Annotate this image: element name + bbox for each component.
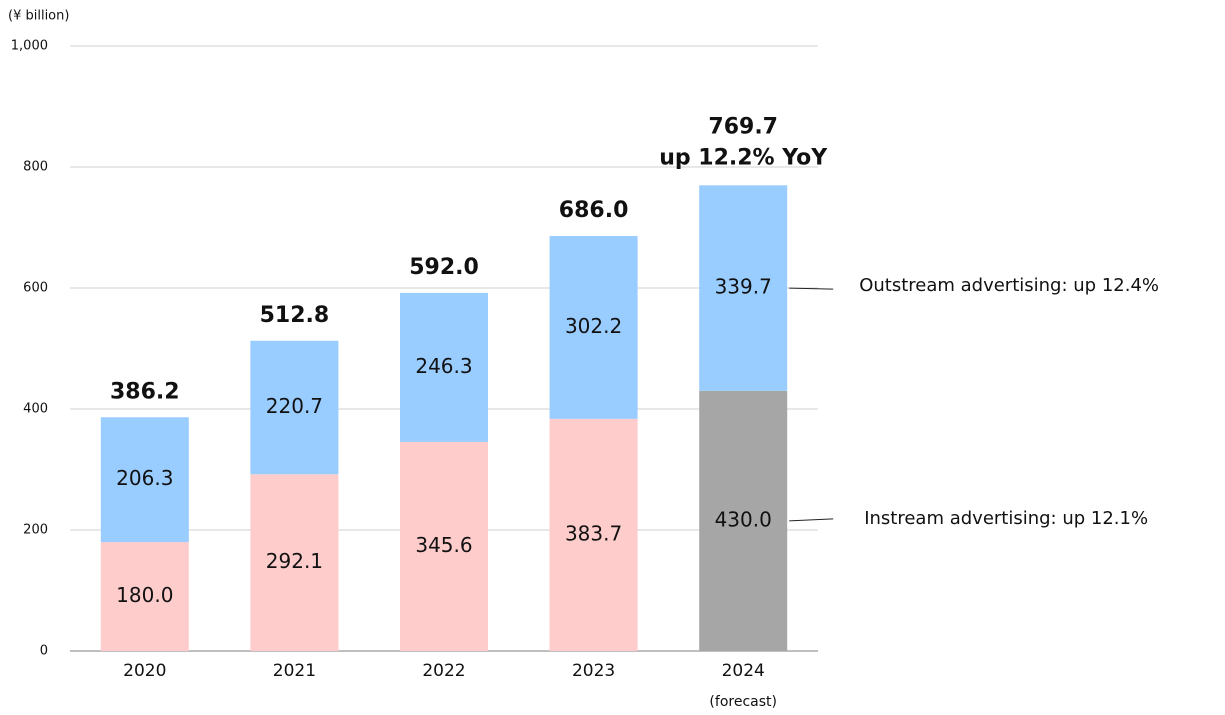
bar-segment [250, 340, 339, 475]
series-annotation: Outstream advertising: up 12.4% [859, 275, 1159, 296]
bar-segment [100, 417, 189, 543]
y-tick-label: 0 [40, 644, 48, 659]
bar-segment [699, 390, 788, 651]
total-label: 512.8 [260, 303, 330, 328]
x-tick-label: 2024 [722, 661, 765, 681]
total-label: 686.0 [559, 198, 629, 223]
y-tick-label: 600 [23, 281, 48, 296]
y-tick-label: 200 [23, 523, 48, 538]
x-tick-label: 2023 [572, 661, 615, 681]
bar-segment [699, 185, 788, 391]
bar-segment [549, 418, 638, 651]
bar-segment [400, 441, 488, 651]
connector [789, 518, 834, 522]
x-tick-label: 2021 [273, 661, 316, 681]
bar-segment [250, 474, 339, 651]
value-label: 220.7 [266, 394, 323, 418]
value-label: 339.7 [715, 275, 772, 299]
unit-label: (¥ billion) [8, 9, 69, 24]
value-label: 206.3 [116, 466, 173, 490]
value-label: 180.0 [116, 583, 173, 607]
value-label: 246.3 [415, 354, 472, 378]
x-tick-label: 2022 [422, 661, 465, 681]
value-label: 302.2 [565, 314, 622, 338]
value-label: 292.1 [266, 549, 323, 573]
value-label: 383.7 [565, 521, 622, 545]
x-tick-label: 2020 [123, 661, 166, 681]
bar-segment [100, 542, 189, 651]
forecast-label: (forecast) [709, 694, 777, 710]
total-label: 592.0 [409, 255, 479, 280]
bar-segment [549, 236, 638, 419]
total-label: 386.2 [110, 379, 180, 404]
value-label: 430.0 [715, 507, 772, 531]
connector [789, 287, 834, 290]
y-tick-label: 800 [23, 160, 48, 175]
y-tick-label: 400 [23, 402, 48, 417]
series-annotation: Instream advertising: up 12.1% [864, 508, 1148, 529]
bar-segment [400, 292, 488, 442]
value-label: 345.6 [415, 533, 472, 557]
total-label: 769.7 [708, 114, 778, 139]
y-tick-label: 1,000 [11, 39, 48, 54]
total-note: up 12.2% YoY [659, 145, 828, 170]
